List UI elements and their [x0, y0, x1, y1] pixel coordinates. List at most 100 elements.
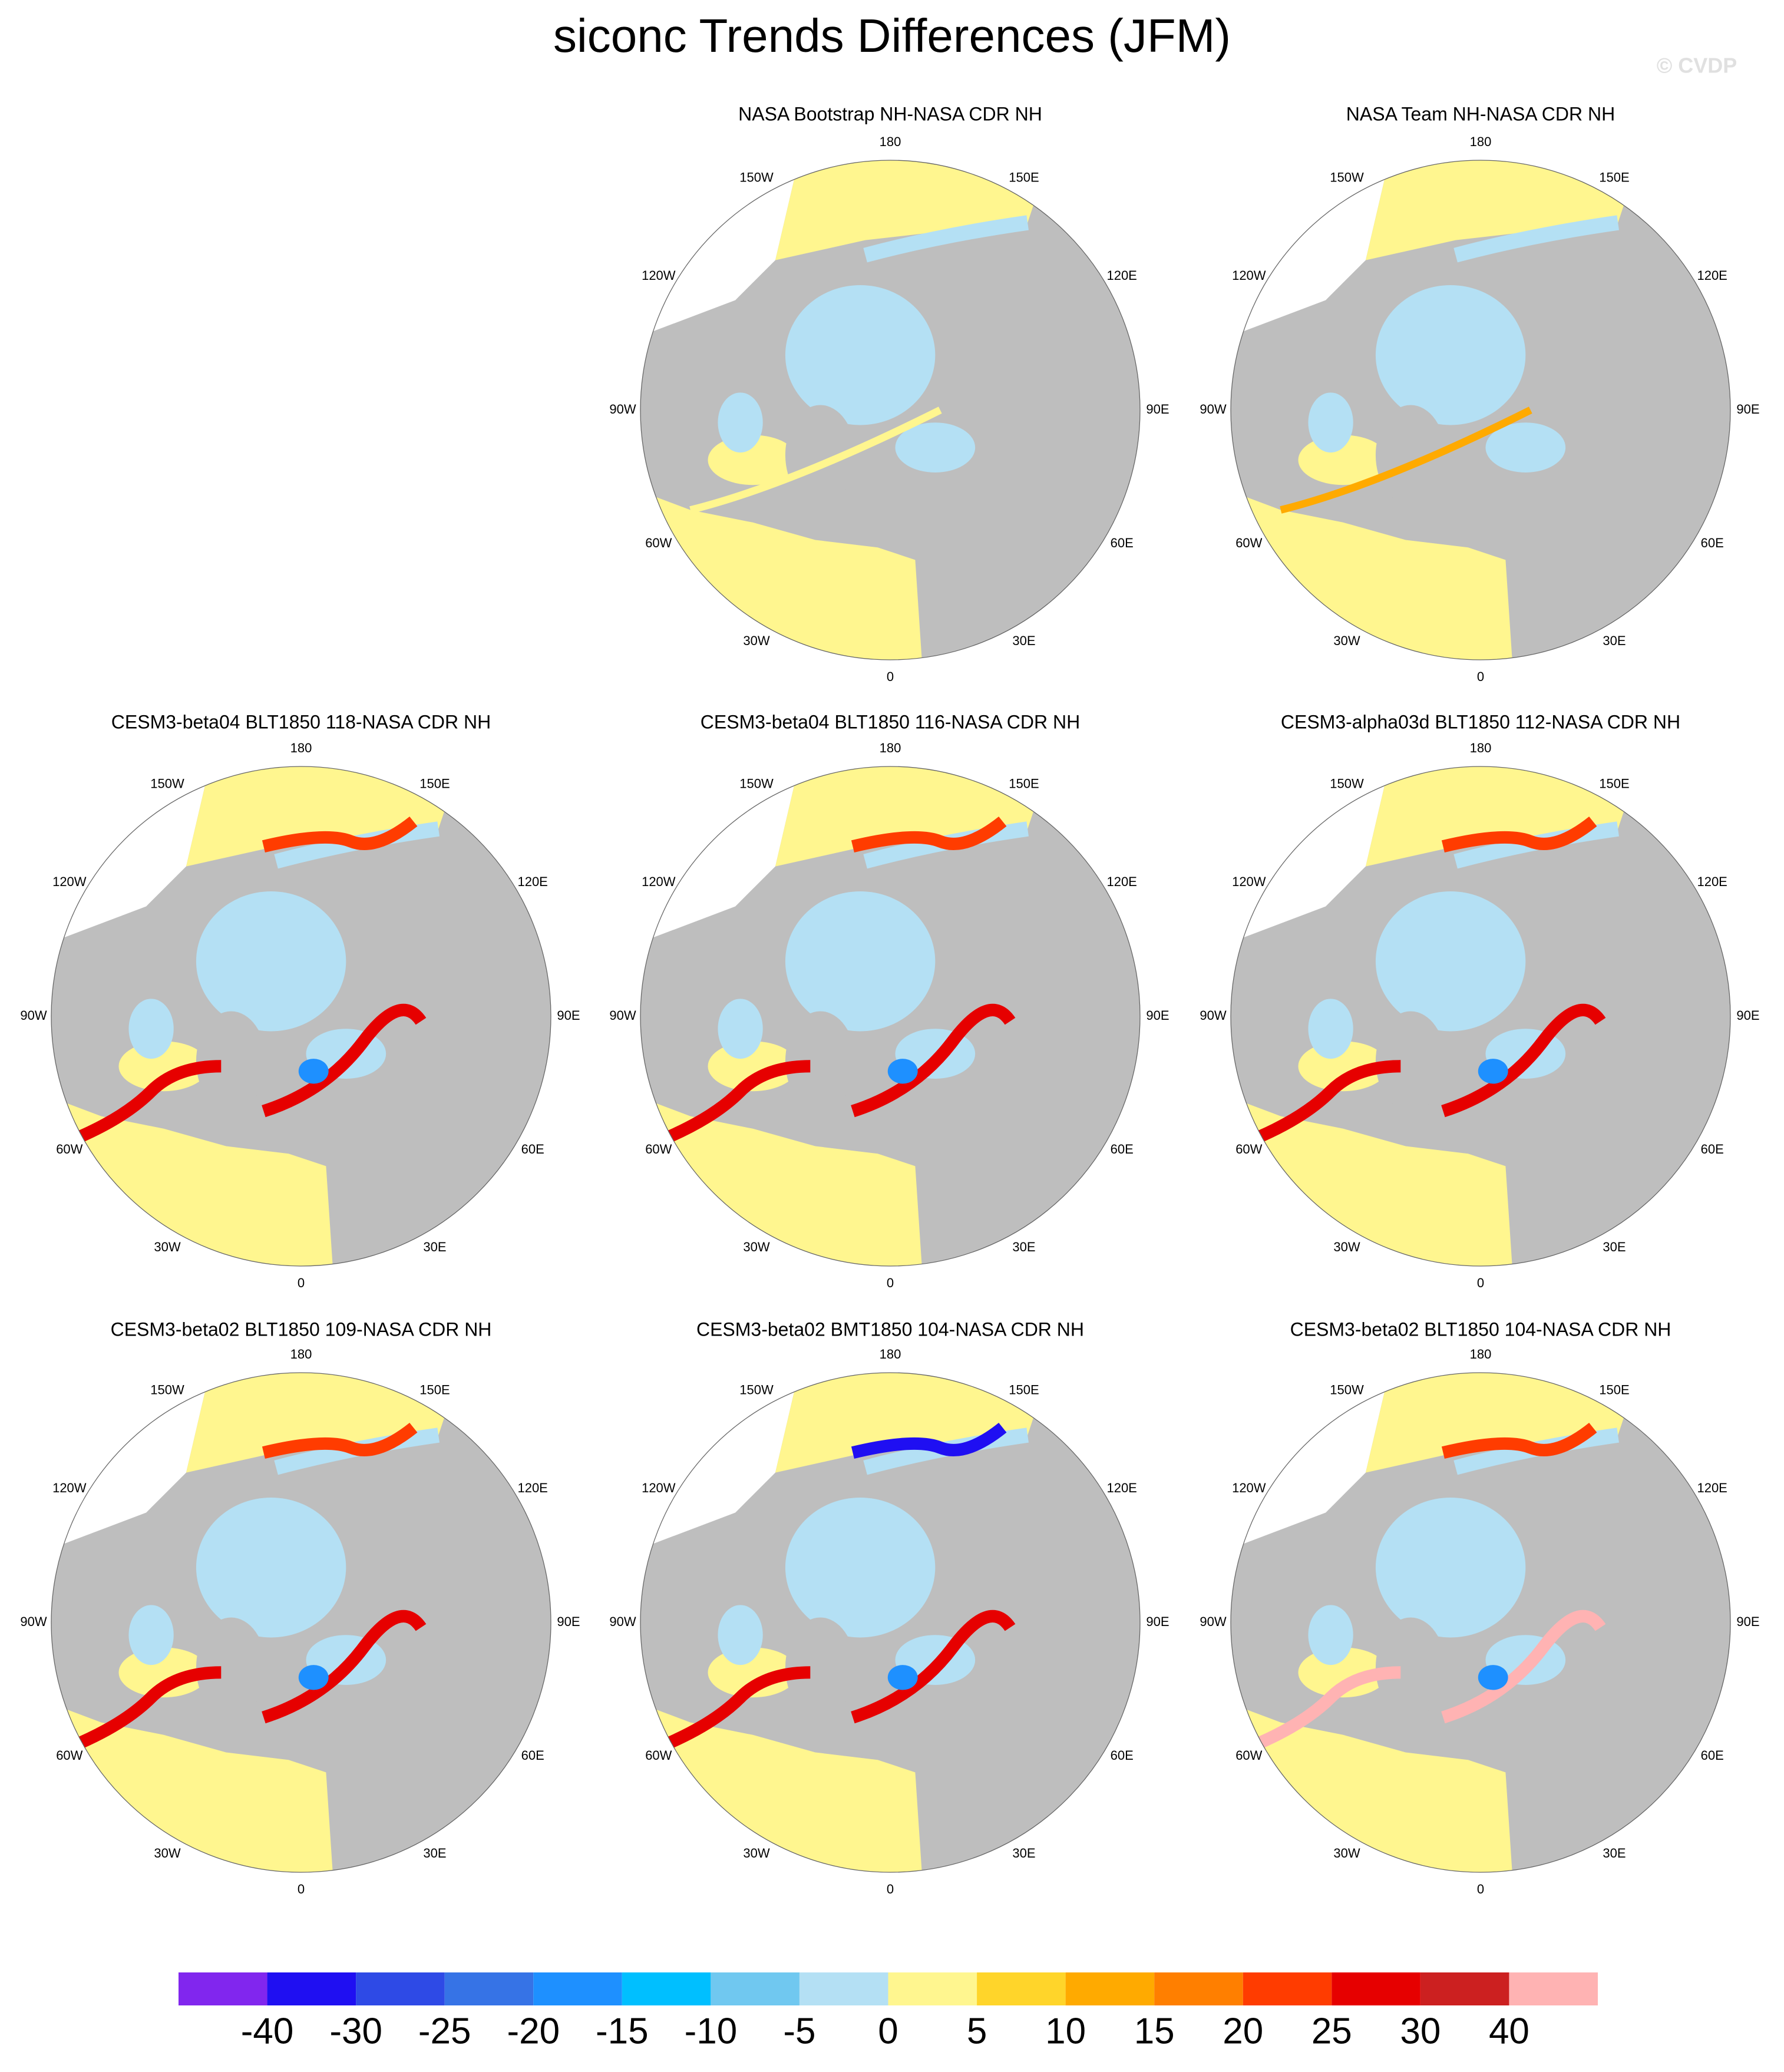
panel-title: NASA Team NH-NASA CDR NH — [1346, 103, 1615, 124]
longitude-label: 180 — [290, 741, 312, 755]
map-content — [51, 766, 551, 1266]
colorbar-label: 0 — [878, 2011, 898, 2051]
colorbar-box — [888, 1972, 977, 2005]
barents-negative — [1478, 1059, 1508, 1084]
obs-difference — [689, 407, 942, 514]
longitude-label: 150W — [1330, 1383, 1364, 1397]
colorbar-box — [179, 1972, 267, 2005]
longitude-label: 30E — [423, 1240, 446, 1254]
polar-map — [1230, 160, 1731, 660]
greenland — [785, 1011, 855, 1112]
longitude-label: 60E — [521, 1142, 544, 1156]
colorbar-box — [533, 1972, 622, 2005]
labrador-anomaly — [78, 1666, 222, 1749]
longitude-label: 90W — [1200, 1614, 1226, 1629]
longitude-label: 0 — [1477, 669, 1484, 684]
longitude-label: 60W — [1235, 1748, 1262, 1763]
longitude-label: 0 — [887, 1275, 894, 1290]
longitude-label: 180 — [290, 1347, 312, 1361]
longitude-label: 150E — [419, 1383, 450, 1397]
longitude-label: 180 — [880, 1347, 901, 1361]
colorbar-box — [711, 1972, 800, 2005]
colorbar-box — [356, 1972, 445, 2005]
arctic-ocean — [1375, 285, 1526, 425]
longitude-label: 60E — [1701, 536, 1724, 550]
longitude-label: 60W — [1235, 1142, 1262, 1156]
longitude-label: 120W — [642, 874, 676, 889]
barents-sea — [895, 422, 976, 472]
map-outline — [1230, 1372, 1731, 1873]
longitude-label: 90W — [1200, 402, 1226, 417]
map-content — [51, 1373, 551, 1872]
colorbar-label: 25 — [1311, 2011, 1352, 2051]
longitude-label: 150E — [419, 776, 450, 791]
longitude-label: 90E — [1146, 1614, 1169, 1629]
longitude-label: 120E — [1697, 874, 1727, 889]
longitude-label: 90E — [1736, 402, 1759, 417]
longitude-label: 0 — [1477, 1882, 1484, 1896]
labrador-anomaly — [1258, 1060, 1401, 1142]
arctic-ocean — [785, 285, 936, 425]
map-content — [1231, 160, 1730, 660]
map-outline — [51, 766, 551, 1267]
longitude-label: 90E — [1146, 402, 1169, 417]
longitude-label: 90E — [557, 1008, 580, 1023]
polar-map — [640, 160, 1141, 660]
arctic-ocean — [196, 891, 346, 1032]
hudson-bay — [128, 1605, 174, 1665]
longitude-label: 0 — [1477, 1275, 1484, 1290]
greenland — [1375, 1617, 1446, 1718]
panel-title: CESM3-beta02 BLT1850 104-NASA CDR NH — [1290, 1318, 1671, 1340]
map-outline — [1230, 160, 1731, 660]
longitude-label: 30W — [743, 1240, 769, 1254]
map-content — [1231, 766, 1730, 1266]
colorbar-label: -40 — [241, 2011, 294, 2051]
barents-negative — [298, 1665, 329, 1690]
longitude-label: 60E — [1701, 1748, 1724, 1763]
longitude-label: 180 — [1470, 134, 1492, 149]
colorbar-label: 40 — [1489, 2011, 1529, 2051]
longitude-label: 90W — [609, 1008, 636, 1023]
panel-title: NASA Bootstrap NH-NASA CDR NH — [738, 103, 1042, 124]
longitude-label: 150E — [1009, 776, 1039, 791]
longitude-label: 0 — [887, 1882, 894, 1896]
longitude-label: 120E — [1106, 268, 1137, 283]
longitude-label: 60E — [1111, 536, 1134, 550]
polar-map — [51, 766, 551, 1267]
longitude-label: 120E — [1697, 1481, 1727, 1495]
longitude-label: 30E — [1012, 633, 1035, 648]
barents-negative — [887, 1665, 918, 1690]
longitude-label: 150E — [1599, 1383, 1629, 1397]
longitude-label: 60W — [56, 1142, 82, 1156]
longitude-label: 180 — [1470, 1347, 1492, 1361]
longitude-label: 60W — [645, 1748, 672, 1763]
longitude-label: 30E — [1603, 633, 1626, 648]
map-outline — [640, 766, 1141, 1267]
okhotsk-anomaly — [851, 1422, 1007, 1459]
map-content — [640, 1373, 1140, 1872]
colorbar-label: 15 — [1134, 2011, 1175, 2051]
longitude-label: 30W — [1333, 633, 1360, 648]
longitude-label: 150W — [150, 1383, 184, 1397]
longitude-label: 30E — [1012, 1240, 1035, 1254]
colorbar-label: 30 — [1400, 2011, 1441, 2051]
longitude-label: 180 — [880, 741, 901, 755]
hudson-bay — [1308, 999, 1353, 1059]
longitude-label: 60E — [1111, 1142, 1134, 1156]
longitude-label: 150E — [1599, 170, 1629, 185]
longitude-label: 30W — [743, 633, 769, 648]
longitude-label: 60E — [1701, 1142, 1724, 1156]
hudson-bay — [718, 1605, 763, 1665]
figure-title: siconc Trends Differences (JFM) — [553, 9, 1231, 62]
longitude-label: 120E — [517, 874, 547, 889]
barents-negative — [1478, 1665, 1508, 1690]
longitude-label: 90W — [20, 1008, 47, 1023]
longitude-label: 0 — [887, 669, 894, 684]
colorbar-label: -30 — [329, 2011, 382, 2051]
map-content — [640, 766, 1140, 1266]
longitude-label: 180 — [1470, 741, 1492, 755]
longitude-label: 120W — [642, 1481, 676, 1495]
greenland — [1375, 1011, 1446, 1112]
okhotsk-anomaly — [262, 1422, 418, 1459]
barents-anomaly — [1441, 1610, 1606, 1724]
